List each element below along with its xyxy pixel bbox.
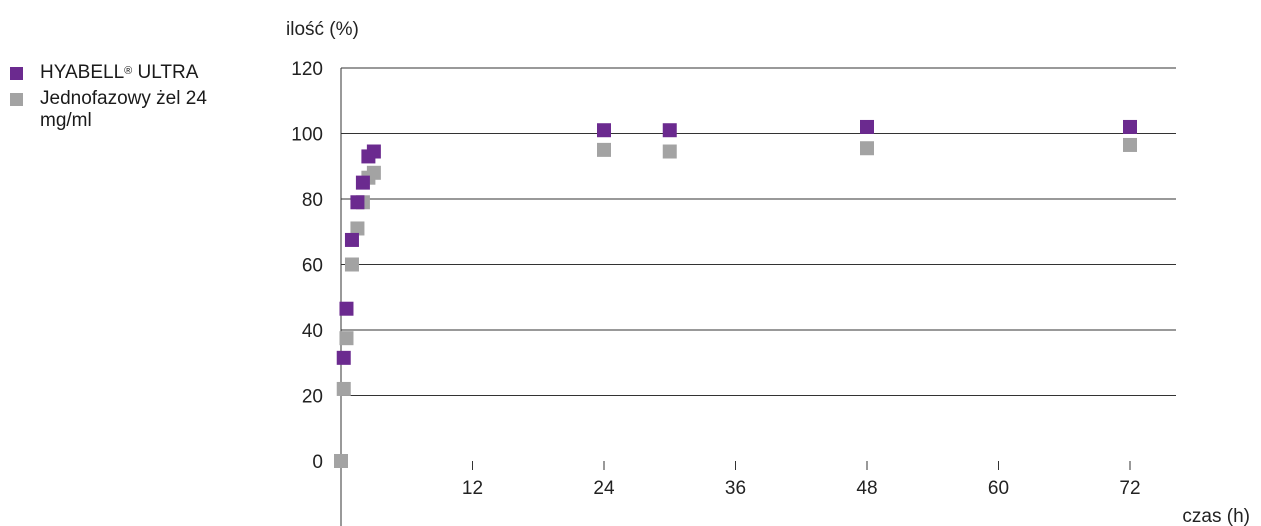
x-tick-60: 60 [988, 478, 1009, 499]
point-series-1-8 [597, 142, 611, 157]
point-series-0-1 [339, 301, 354, 316]
x-tick-24: 24 [593, 478, 615, 499]
y-tick-100: 100 [291, 125, 323, 146]
y-tick-40: 40 [302, 321, 323, 342]
point-series-1-4 [350, 221, 365, 236]
y-tick-20: 20 [302, 387, 323, 408]
point-series-1-2 [339, 331, 354, 346]
y-tick-60: 60 [302, 256, 323, 277]
y-tick-labels: 0 20 40 60 80 100 120 [291, 59, 323, 473]
legend-swatch-purple [10, 67, 23, 80]
y-tick-80: 80 [302, 190, 323, 211]
point-series-1-1 [336, 381, 351, 396]
point-series-0-9 [860, 119, 874, 134]
legend: HYABELL® ULTRA Jednofazowy żel 24 mg/ml [10, 62, 215, 136]
legend-swatch-gray [10, 93, 23, 106]
legend-label-hyabell: HYABELL® ULTRA [40, 62, 199, 83]
x-axis-label: czas (h) [1182, 506, 1250, 526]
point-series-1-10 [860, 141, 874, 156]
point-series-0-3 [350, 195, 365, 210]
x-tick-48: 48 [856, 478, 877, 499]
point-series-0-8 [662, 123, 677, 138]
point-series-1-3 [344, 257, 359, 272]
point-series-1-0 [334, 454, 348, 468]
y-tick-120: 120 [291, 59, 323, 80]
point-series-0-4 [355, 175, 370, 190]
point-series-0-10 [1123, 119, 1137, 134]
point-series-0-7 [597, 123, 611, 138]
legend-label-gel: Jednofazowy żel 24 mg/ml [40, 88, 207, 131]
point-series-1-7 [366, 165, 381, 180]
point-series-1-9 [662, 144, 677, 159]
point-series-0-2 [344, 232, 359, 247]
x-tick-12: 12 [462, 478, 483, 499]
point-series-0-6 [366, 144, 381, 159]
x-tick-labels: 12 24 36 48 60 72 [462, 461, 1141, 499]
legend-item-hyabell: HYABELL® ULTRA [10, 62, 215, 84]
data-points [334, 119, 1137, 468]
point-series-0-0 [336, 350, 351, 365]
point-series-1-11 [1123, 137, 1137, 152]
x-tick-36: 36 [725, 478, 746, 499]
legend-item-gel: Jednofazowy żel 24 mg/ml [10, 88, 215, 132]
x-tick-72: 72 [1119, 478, 1140, 499]
y-axis-label: ilość (%) [286, 19, 359, 40]
y-tick-0: 0 [312, 452, 323, 473]
grid-layer [341, 67, 1176, 396]
